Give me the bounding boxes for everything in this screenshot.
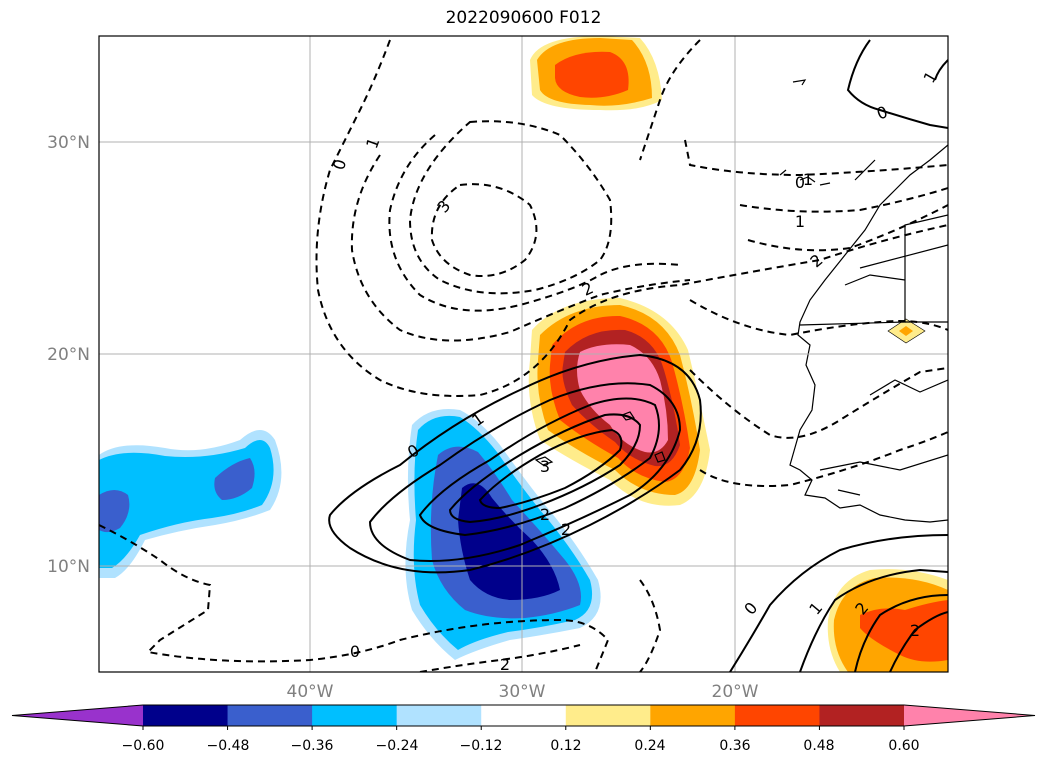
dashed-contours xyxy=(99,39,948,672)
colorbar xyxy=(11,704,1036,730)
plot-frame xyxy=(98,35,949,673)
colorbar-tick: −0.36 xyxy=(291,738,334,754)
shading-central-negative xyxy=(405,409,601,660)
lon-label-40w: 40°W xyxy=(287,682,334,702)
contour-label: 0 xyxy=(329,157,350,172)
lat-labels: 30°N 20°N 10°N xyxy=(47,133,90,577)
contour-label: 0 xyxy=(795,173,805,192)
colorbar-segment xyxy=(819,705,905,726)
lon-labels: 40°W 30°W 20°W xyxy=(287,682,759,702)
colorbar-tick: 0.60 xyxy=(888,738,919,754)
contour-label: 3 xyxy=(540,457,550,476)
colorbar-tick: −0.12 xyxy=(460,738,503,754)
colorbar-tick: 0.12 xyxy=(550,738,581,754)
colorbar-ticks: −0.60 −0.48 −0.36 −0.24 −0.12 0.12 0.24 … xyxy=(122,738,920,754)
lat-label-10n: 10°N xyxy=(47,557,90,577)
colorbar-segment xyxy=(565,705,651,726)
colorbar-extend-low xyxy=(12,705,143,726)
colorbar-segment xyxy=(734,705,820,726)
contour-label: 2 xyxy=(910,621,920,640)
colorbar-segment xyxy=(143,705,229,726)
contour-label: 2 xyxy=(500,655,510,674)
colorbar-segment xyxy=(650,705,736,726)
shading-west-negative xyxy=(99,430,282,578)
colorbar-segment xyxy=(396,705,482,726)
colorbar-tick: 0.24 xyxy=(634,738,665,754)
lon-label-20w: 20°W xyxy=(712,682,759,702)
coastlines xyxy=(779,79,948,523)
contour-label: 1 xyxy=(795,212,805,231)
lon-label-30w: 30°W xyxy=(499,682,546,702)
lat-label-30n: 30°N xyxy=(47,133,90,153)
shading-diamond xyxy=(887,318,926,344)
map-title: 2022090600 F012 xyxy=(445,8,602,28)
colorbar-segment xyxy=(312,705,398,726)
colorbar-tick: 0.48 xyxy=(803,738,834,754)
colorbar-extend-high xyxy=(904,705,1035,726)
colorbar-segment xyxy=(481,705,567,726)
colorbar-segment xyxy=(227,705,313,726)
small-contour-features xyxy=(534,411,666,466)
contour-label: 2 xyxy=(540,505,550,524)
colorbar-tick: 0.36 xyxy=(719,738,750,754)
colorbar-tick: −0.48 xyxy=(207,738,250,754)
shading-southeast-positive xyxy=(827,569,948,672)
solid-contours xyxy=(328,39,948,672)
colorbar-tick: −0.60 xyxy=(122,738,165,754)
contour-label: 2 xyxy=(561,520,571,539)
colorbar-tick: −0.24 xyxy=(376,738,419,754)
contour-label: 0 xyxy=(350,642,360,661)
gridlines xyxy=(99,36,948,672)
contour-label: 1 xyxy=(803,170,813,189)
lat-label-20n: 20°N xyxy=(47,345,90,365)
shading-north-positive xyxy=(530,36,662,111)
